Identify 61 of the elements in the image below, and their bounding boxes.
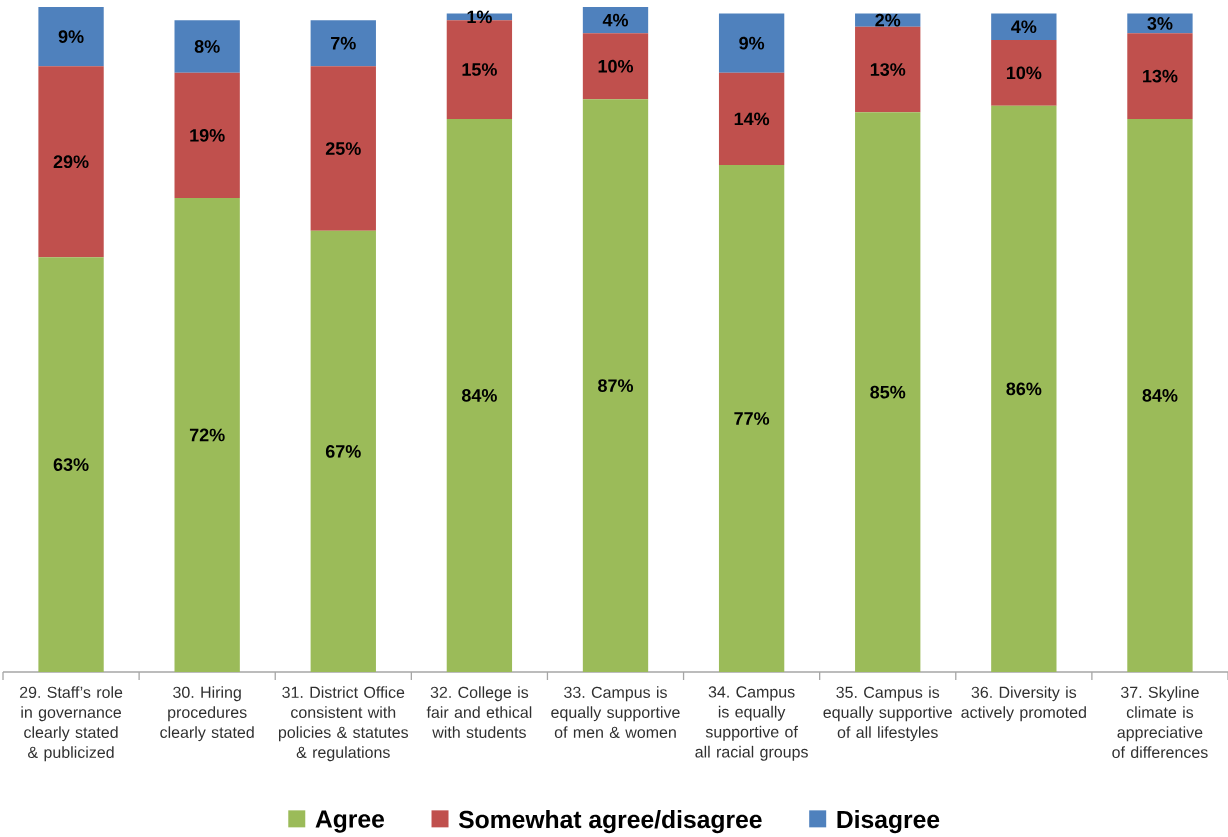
data-label: 9%	[58, 30, 84, 43]
data-label: 77%	[734, 412, 770, 425]
x-tick-label: 33. Campus is equally supportive of men & women	[551, 686, 680, 738]
legend-label: Agree	[315, 810, 385, 833]
bar	[174, 197, 240, 672]
data-label: 67%	[325, 445, 361, 458]
bar	[991, 13, 1057, 40]
data-label: 7%	[331, 36, 356, 50]
x-tick-label: 34. Campus is equally supportive of all racial groups	[695, 686, 808, 761]
x-tick-label: 32. College is fair and ethical with students	[426, 686, 532, 738]
bar	[38, 6, 104, 67]
data-label: 84%	[461, 389, 497, 402]
data-label: 87%	[598, 379, 634, 392]
x-tick-label: 37. Skyline climate is appreciative of differences	[1112, 686, 1208, 758]
x-tick-label: 29. Staff’s role in governance clearly stated & publicized	[19, 686, 123, 762]
bar	[174, 20, 240, 73]
legend-label: Somewhat agree/disagree	[458, 810, 762, 834]
bar	[310, 230, 376, 672]
bar	[310, 66, 376, 231]
data-label: 14%	[734, 112, 770, 126]
x-tick-label: 30. Hiring procedures clearly stated	[160, 686, 254, 742]
bar	[855, 112, 921, 672]
data-label: 84%	[1142, 389, 1178, 402]
bar	[310, 20, 376, 67]
data-label: 8%	[194, 40, 220, 53]
bar	[718, 72, 785, 166]
bar	[1127, 118, 1193, 672]
legend-label: Disagree	[837, 810, 940, 834]
bar	[991, 39, 1057, 106]
x-tick-label: 31. District Office consistent with policies & statutes & regulations	[278, 686, 409, 762]
data-label: 2%	[875, 13, 901, 27]
data-label: 3%	[1147, 17, 1173, 30]
data-label: 15%	[462, 63, 497, 76]
bar	[855, 26, 921, 113]
bar	[718, 13, 785, 73]
bar	[582, 33, 649, 100]
data-label: 13%	[1143, 69, 1178, 83]
bar	[174, 72, 240, 198]
bar	[718, 165, 785, 672]
data-label: 10%	[1006, 66, 1042, 80]
data-label: 25%	[325, 142, 361, 155]
data-label: 9%	[739, 36, 765, 50]
data-label: 85%	[870, 385, 906, 399]
data-label: 4%	[1011, 20, 1037, 34]
bar	[446, 118, 513, 672]
bar	[991, 105, 1057, 672]
data-label: 19%	[190, 129, 225, 142]
bar	[38, 257, 104, 672]
bar	[38, 66, 104, 258]
data-label: 63%	[53, 458, 89, 471]
bar	[582, 6, 649, 34]
x-tick-label: 36. Diversity is actively promoted	[961, 686, 1086, 722]
data-label: 29%	[53, 155, 89, 169]
bar	[582, 99, 649, 672]
data-label: 86%	[1006, 382, 1042, 396]
x-tick-label: 35. Campus is equally supportive of all lifestyles	[823, 686, 952, 742]
data-label: 10%	[598, 59, 634, 73]
data-label: 13%	[870, 63, 906, 76]
data-label: 72%	[189, 428, 225, 442]
bar	[1127, 33, 1193, 119]
data-label: 4%	[602, 13, 629, 27]
